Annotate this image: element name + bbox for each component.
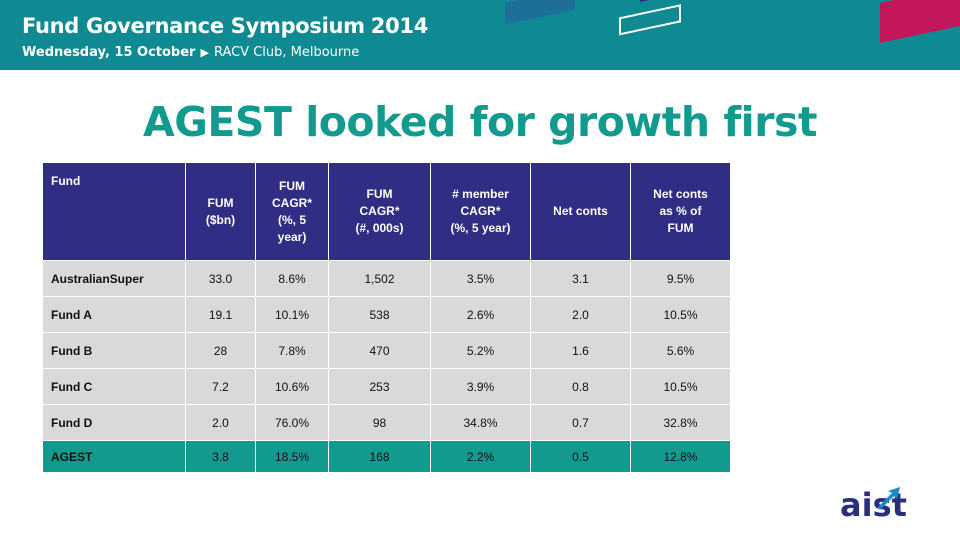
table-cell: 168 [328,440,431,473]
table-row: Fund C 7.2 10.6% 253 3.9% 0.8 10.5% [42,368,731,405]
column-header: # member CAGR* (%, 5 year) [430,162,531,261]
table-cell: 5.2% [430,332,531,369]
table-cell: 1,502 [328,260,431,297]
table-cell: 8.6% [255,260,329,297]
event-title: Fund Governance Symposium 2014 [22,14,428,38]
table-cell: 3.8 [185,440,256,473]
fund-name-cell: Fund C [42,368,186,405]
table-cell: 2.0 [185,404,256,441]
table-row: Fund D 2.0 76.0% 98 34.8% 0.7 32.8% [42,404,731,441]
table-cell: 253 [328,368,431,405]
aist-arrow-logo-icon: aist [840,486,907,524]
fund-name-cell: AustralianSuper [42,260,186,297]
event-banner: Fund Governance Symposium 2014 Wednesday,… [0,0,960,70]
table-header-row: Fund FUM ($bn) FUM CAGR* (%, 5 year) FUM CAGR… [42,162,731,261]
column-header: FUM CAGR* (%, 5 year) [255,162,329,261]
table-row: Fund A 19.1 10.1% 538 2.6% 2.0 10.5% [42,296,731,333]
table-cell: 28 [185,332,256,369]
table-cell: 12.8% [630,440,731,473]
table-cell: 9.5% [630,260,731,297]
column-header: FUM ($bn) [185,162,256,261]
table-cell: 0.7 [530,404,631,441]
table-cell: 470 [328,332,431,369]
table-cell: 10.5% [630,368,731,405]
table-cell: 2.2% [430,440,531,473]
decorative-stripes [505,0,960,43]
table-cell: 3.5% [430,260,531,297]
column-header: FUM CAGR* (#, 000s) [328,162,431,261]
table-cell: 538 [328,296,431,333]
table-cell: 2.6% [430,296,531,333]
table-row: AustralianSuper 33.0 8.6% 1,502 3.5% 3.1… [42,260,731,297]
event-year: 2014 [370,14,429,38]
column-header: Fund [42,162,186,261]
event-date: Wednesday, 15 October [22,45,196,60]
table-cell: 18.5% [255,440,329,473]
table-cell: 5.6% [630,332,731,369]
table-cell: 10.5% [630,296,731,333]
event-subtitle: Wednesday, 15 October ▶ RACV Club, Melbour… [22,45,359,60]
table-cell: 0.5 [530,440,631,473]
table-cell: 2.0 [530,296,631,333]
fund-name-cell: AGEST [42,440,186,473]
table-cell: 7.2 [185,368,256,405]
fund-comparison-table: Fund FUM ($bn) FUM CAGR* (%, 5 year) FUM CAGR… [42,162,731,473]
table-cell: 34.8% [430,404,531,441]
table-cell: 0.8 [530,368,631,405]
table-row: Fund B 28 7.8% 470 5.2% 1.6 5.6% [42,332,731,369]
fund-name-cell: Fund D [42,404,186,441]
table-row-highlighted: AGEST 3.8 18.5% 168 2.2% 0.5 12.8% [42,440,731,473]
table-cell: 3.9% [430,368,531,405]
play-arrow-icon: ▶ [200,46,209,59]
table-cell: 33.0 [185,260,256,297]
table-cell: 10.1% [255,296,329,333]
table-cell: 76.0% [255,404,329,441]
slide-title: AGEST looked for growth first [143,98,817,146]
aist-logo: aist [840,483,930,524]
column-header: Net conts as % of FUM [630,162,731,261]
table-cell: 19.1 [185,296,256,333]
table-cell: 1.6 [530,332,631,369]
table-cell: 32.8% [630,404,731,441]
fund-name-cell: Fund B [42,332,186,369]
event-name: Fund Governance Symposium [22,14,365,38]
column-header: Net conts [530,162,631,261]
table-cell: 3.1 [530,260,631,297]
fund-name-cell: Fund A [42,296,186,333]
table-cell: 98 [328,404,431,441]
table-cell: 10.6% [255,368,329,405]
event-venue: RACV Club, Melbourne [213,45,360,60]
table-cell: 7.8% [255,332,329,369]
